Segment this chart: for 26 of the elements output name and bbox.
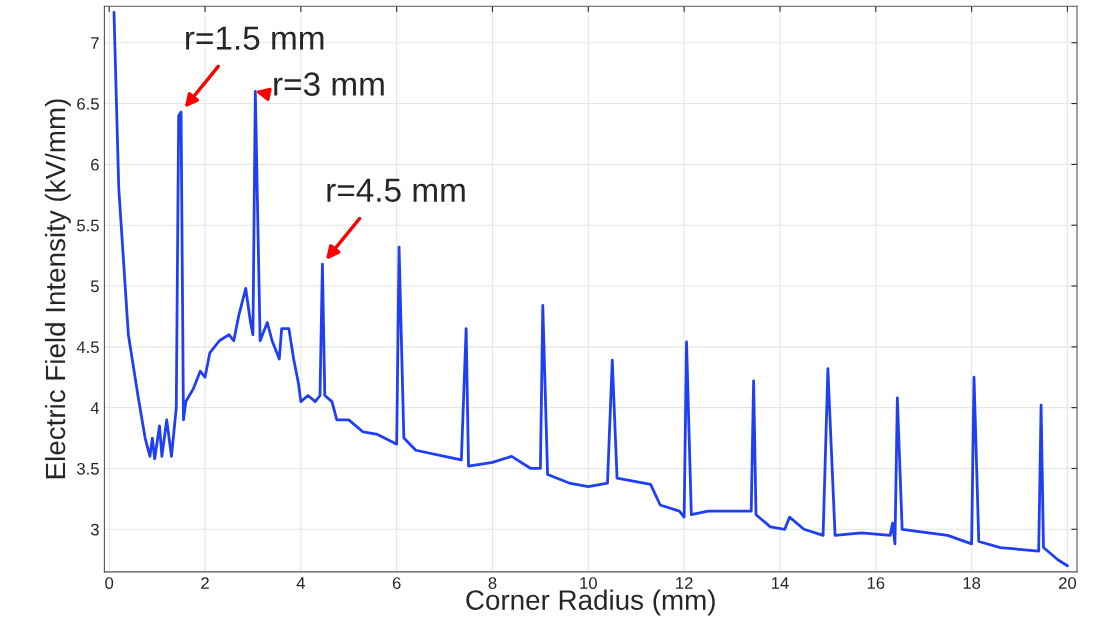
x-tick-label: 14: [771, 577, 789, 589]
y-axis-title: Electric Field Intensity (kV/mm): [44, 99, 71, 479]
annotation: r=4.5 mm: [327, 178, 465, 202]
x-tick-label: 8: [488, 577, 497, 589]
x-tick-label: 4: [296, 577, 305, 589]
x-tick-label: 0: [105, 577, 114, 589]
y-tick-label: 6: [91, 158, 99, 171]
x-tick-label: 18: [963, 577, 981, 589]
x-tick-label: 10: [580, 577, 597, 589]
y-tick-label: 3: [90, 523, 99, 536]
annotation: r=1.5 mm: [186, 26, 324, 50]
y-tick-label: 4: [90, 402, 100, 414]
x-tick-label: 12: [676, 577, 693, 589]
x-tick-label: 2: [201, 577, 209, 589]
y-tick-label: 7: [91, 37, 99, 49]
line-series: [112, 10, 1069, 568]
y-tick-label: 3.5: [77, 462, 99, 475]
x-tick-label: 20: [1059, 577, 1077, 589]
annotation: r=3 mm: [274, 72, 384, 96]
y-tick-label: 4.5: [76, 341, 99, 354]
y-tick-label: 6.5: [77, 97, 99, 110]
x-axis-title: Corner Radius (mm): [466, 589, 715, 616]
x-tick-label: 6: [392, 577, 401, 589]
y-tick-label: 5.5: [77, 219, 99, 232]
x-tick-label: 16: [867, 577, 885, 589]
y-tick-label: 5: [90, 280, 99, 293]
